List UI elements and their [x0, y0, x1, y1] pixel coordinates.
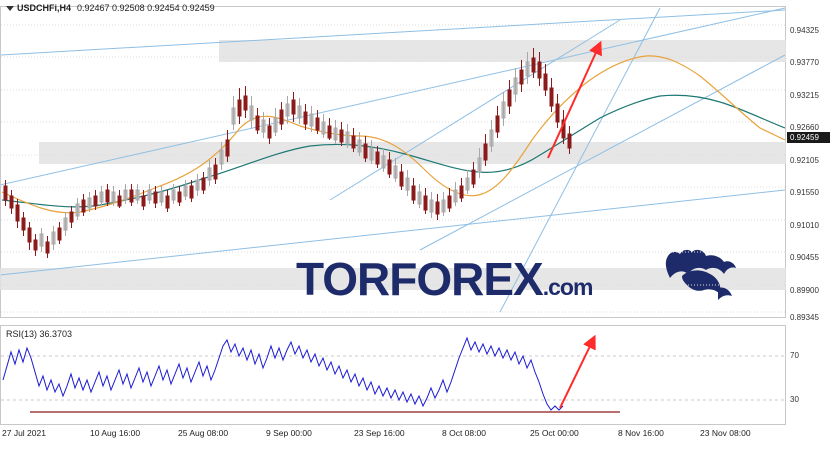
price-tick: 0.91010 [790, 221, 819, 230]
price-tick: 0.92660 [790, 123, 819, 132]
support-zone-mid [39, 142, 786, 164]
caret-down-icon[interactable] [6, 6, 14, 12]
price-tick: 0.93215 [790, 91, 819, 100]
support-zone-lower [0, 268, 786, 290]
rsi-tick: 30 [790, 395, 799, 404]
rsi-axis [787, 325, 830, 425]
price-tick: 0.93770 [790, 58, 819, 67]
time-tick: 27 Jul 2021 [2, 428, 46, 438]
time-tick: 23 Sep 16:00 [354, 428, 405, 438]
rsi-indicator-pane[interactable] [0, 325, 786, 425]
price-tick: 0.89345 [790, 313, 819, 322]
price-tick: 0.91550 [790, 188, 819, 197]
time-tick: 10 Aug 16:00 [90, 428, 141, 438]
time-axis: 27 Jul 2021 10 Aug 16:00 25 Aug 08:00 9 Sep… [0, 428, 786, 448]
price-tick: 0.94325 [790, 26, 819, 35]
price-tick: 0.90455 [790, 253, 819, 262]
time-tick: 23 Nov 08:00 [700, 428, 751, 438]
current-price-tag: 0.92459 [787, 132, 830, 143]
price-tick: 0.92105 [790, 156, 819, 165]
rsi-label: RSI(13) 36.3703 [6, 329, 73, 339]
ohlc-values: 0.92467 0.92508 0.92454 0.92459 [77, 3, 215, 13]
time-tick: 25 Aug 08:00 [178, 428, 229, 438]
price-tick: 0.89900 [790, 286, 819, 295]
time-tick: 25 Oct 00:00 [530, 428, 579, 438]
time-tick: 8 Oct 08:00 [442, 428, 486, 438]
symbol-header[interactable]: USDCHFi,H4 0.92467 0.92508 0.92454 0.9245… [6, 3, 215, 13]
symbol-label: USDCHFi,H4 [17, 3, 72, 13]
time-tick: 9 Sep 00:00 [266, 428, 312, 438]
resistance-zone-upper [219, 40, 786, 62]
time-tick: 8 Nov 16:00 [618, 428, 664, 438]
rsi-tick: 70 [790, 351, 799, 360]
